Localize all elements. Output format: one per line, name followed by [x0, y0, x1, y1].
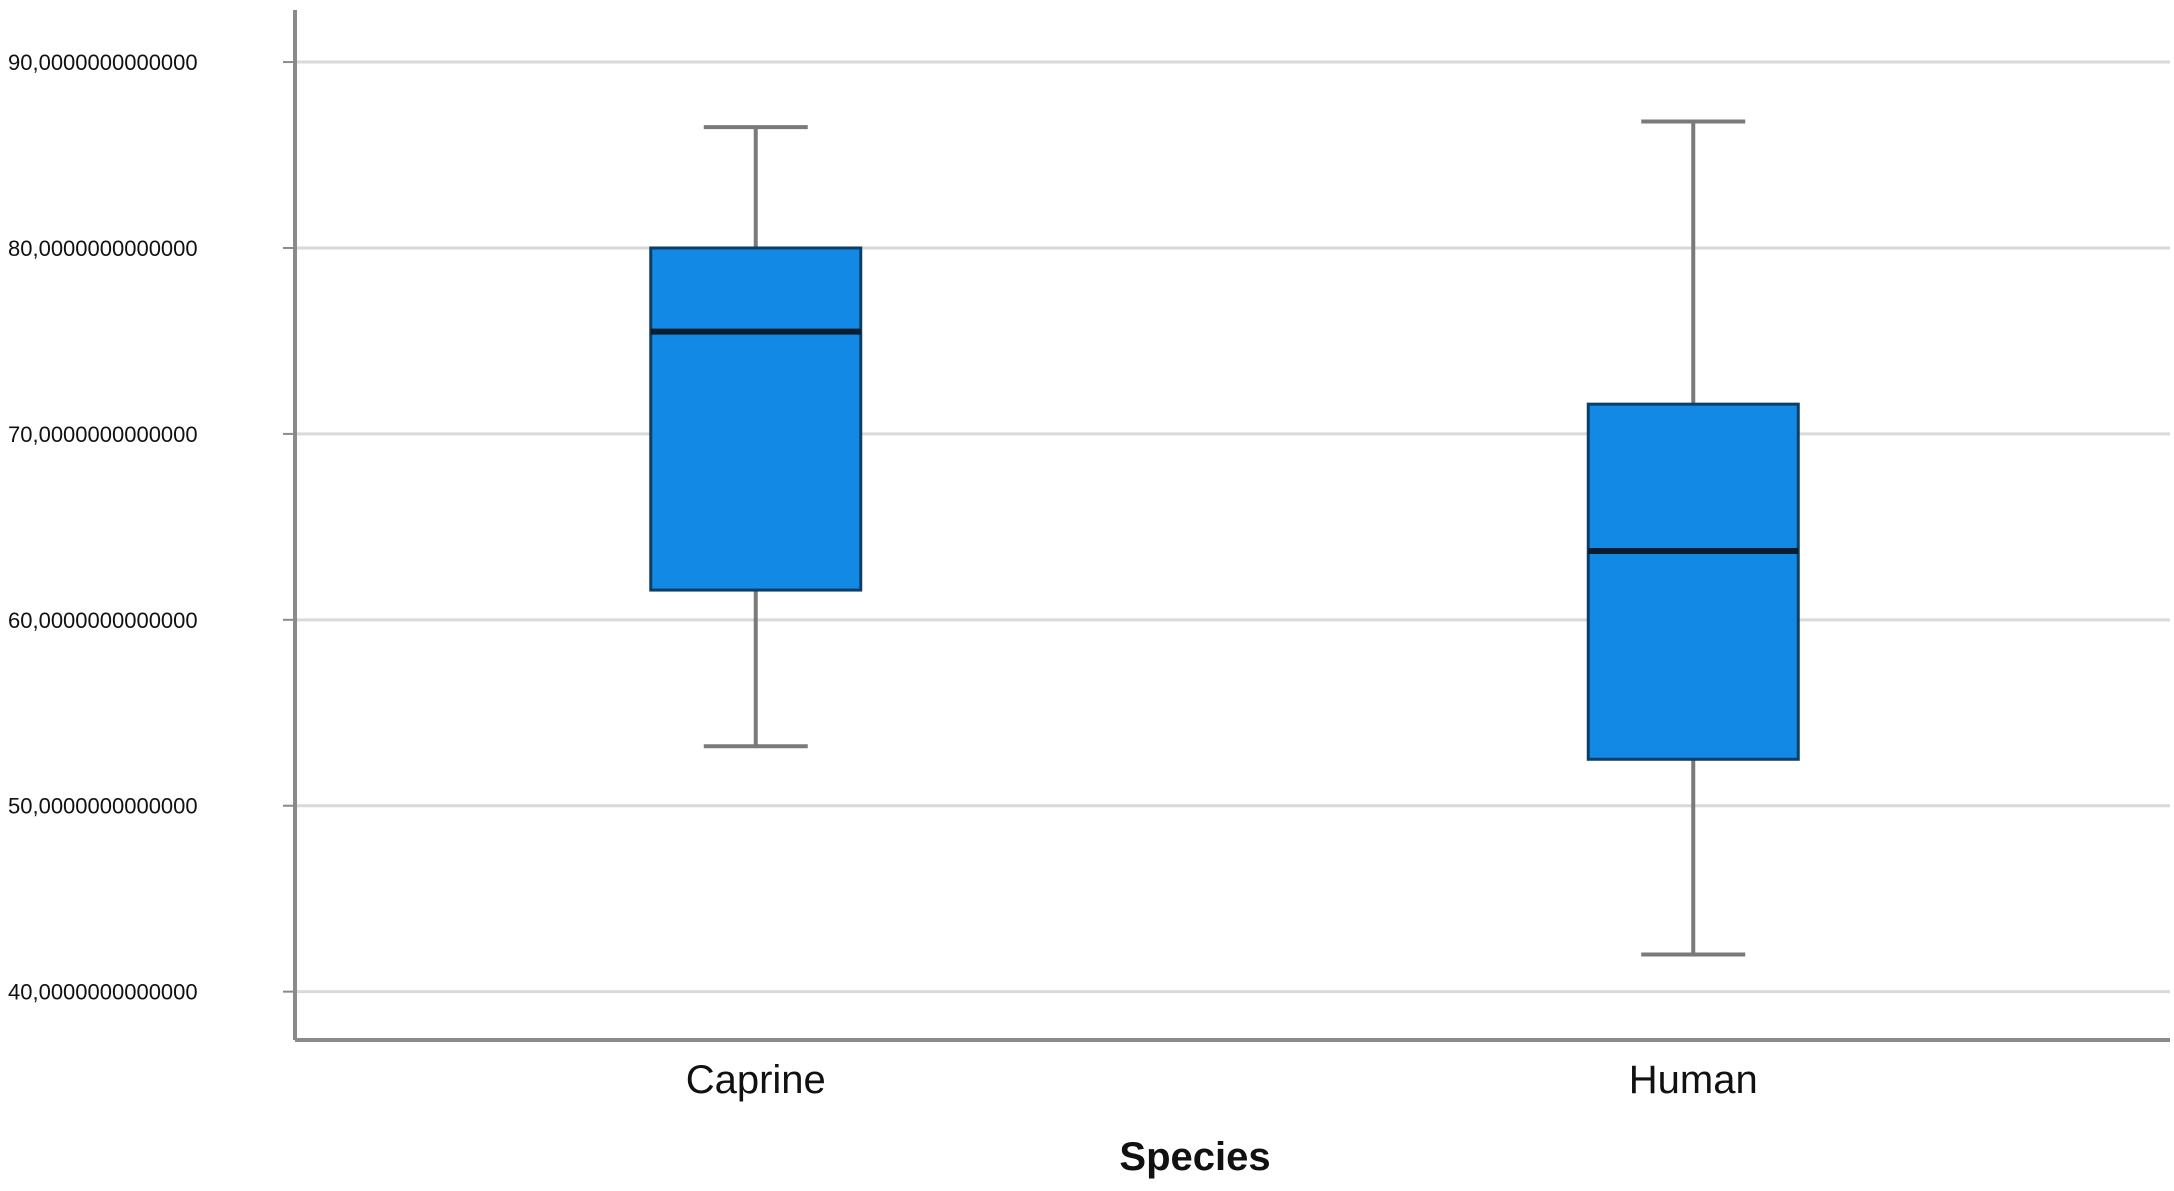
y-tick-label-70: 70,0000000000000	[8, 422, 198, 447]
iqr-box-caprine	[649, 246, 863, 592]
iqr-box-human	[1586, 402, 1800, 761]
x-tick-label-caprine: Caprine	[686, 1058, 826, 1102]
boxes	[649, 119, 1800, 957]
box-caprine	[649, 125, 863, 749]
axes	[283, 10, 2170, 1042]
y-tick-label-90: 90,0000000000000	[8, 50, 198, 75]
y-tick-label-40: 40,0000000000000	[8, 980, 198, 1005]
y-tick-labels: 40,0000000000000 50,0000000000000 60,00000…	[8, 50, 198, 1005]
y-tick-label-50: 50,0000000000000	[8, 794, 198, 819]
x-tick-label-human: Human	[1629, 1058, 1758, 1102]
x-axis-title: Species	[1119, 1135, 1270, 1179]
y-tick-label-80: 80,0000000000000	[8, 236, 198, 261]
box-human	[1586, 119, 1800, 957]
grid-lines	[295, 60, 2170, 994]
y-tick-label-60: 60,0000000000000	[8, 608, 198, 633]
x-tick-labels: Caprine Human	[686, 1058, 1758, 1102]
